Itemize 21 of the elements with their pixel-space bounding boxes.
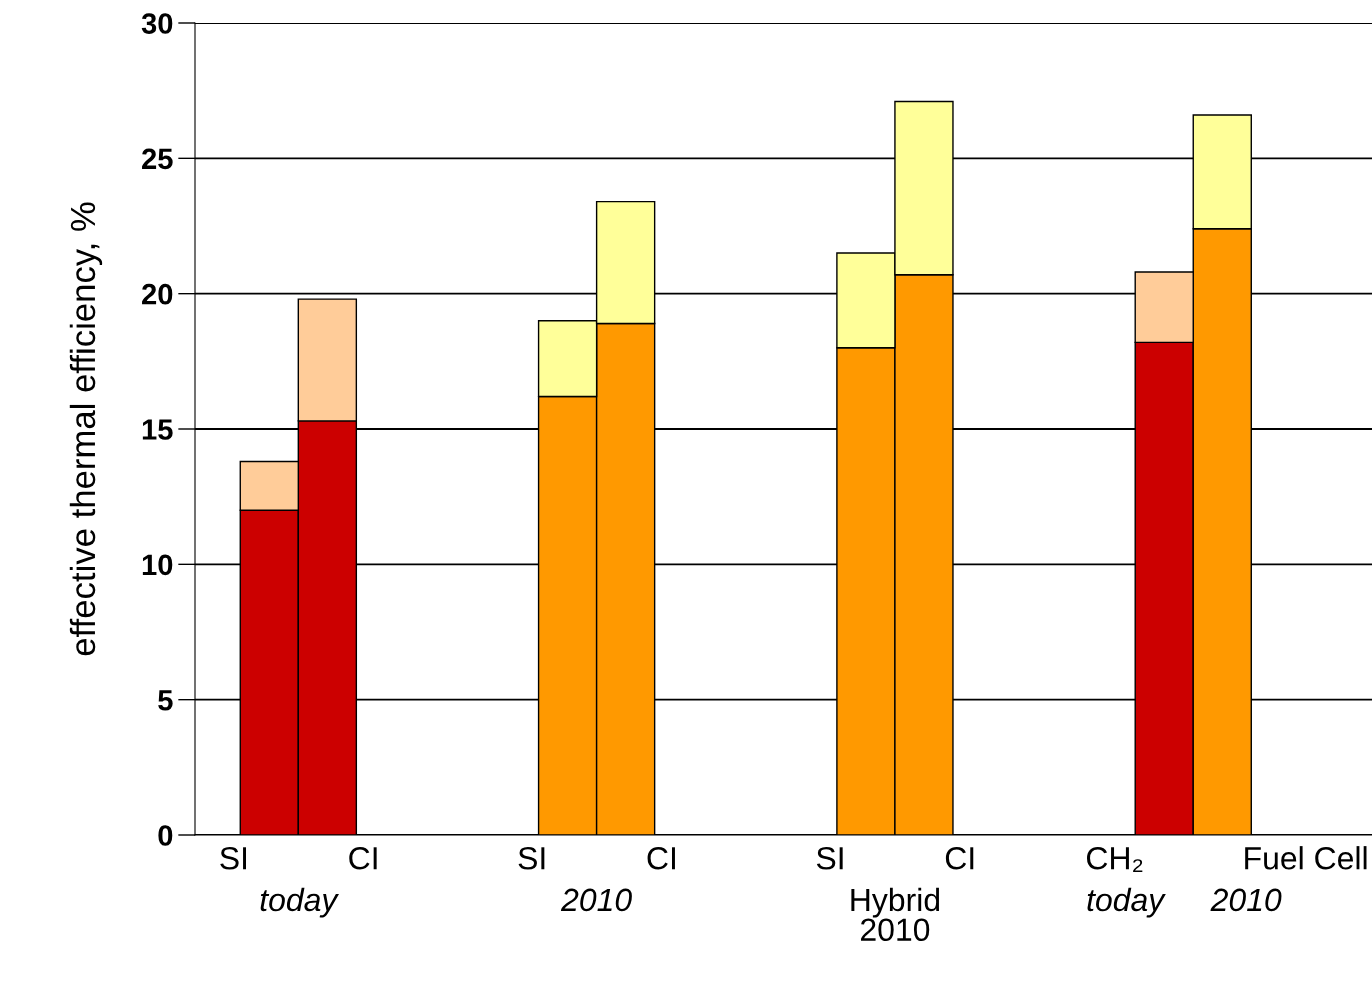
x-tick-label: CI [945, 846, 974, 870]
y-tick-label: 0 [158, 825, 173, 846]
x-tick-label: SI [518, 846, 545, 870]
y-axis-title: effective thermal efficiency, % [69, 202, 103, 656]
text: 2010 [1210, 888, 1282, 912]
x-tick-label: CH₂ [1087, 846, 1143, 872]
text: Hybrid 2010 [851, 887, 940, 942]
y-tick-label: 15 [142, 419, 173, 440]
y-tick-label: 20 [142, 283, 173, 305]
x-tick-label: SI [220, 846, 247, 870]
x-tick-label: CI [647, 846, 675, 870]
y-tick-label: 25 [142, 148, 173, 170]
x-tick-label: Fuel Cell [1245, 846, 1367, 870]
x-tick-label: SI [816, 846, 843, 870]
y-tick-label: 5 [158, 690, 173, 711]
text: today [260, 887, 339, 918]
x-tick-label: CI [349, 846, 377, 870]
y-tick-label: 10 [142, 554, 173, 576]
y-tick-label: 30 [141, 13, 173, 34]
text: 2010 [560, 888, 632, 912]
text: today [1087, 887, 1166, 918]
